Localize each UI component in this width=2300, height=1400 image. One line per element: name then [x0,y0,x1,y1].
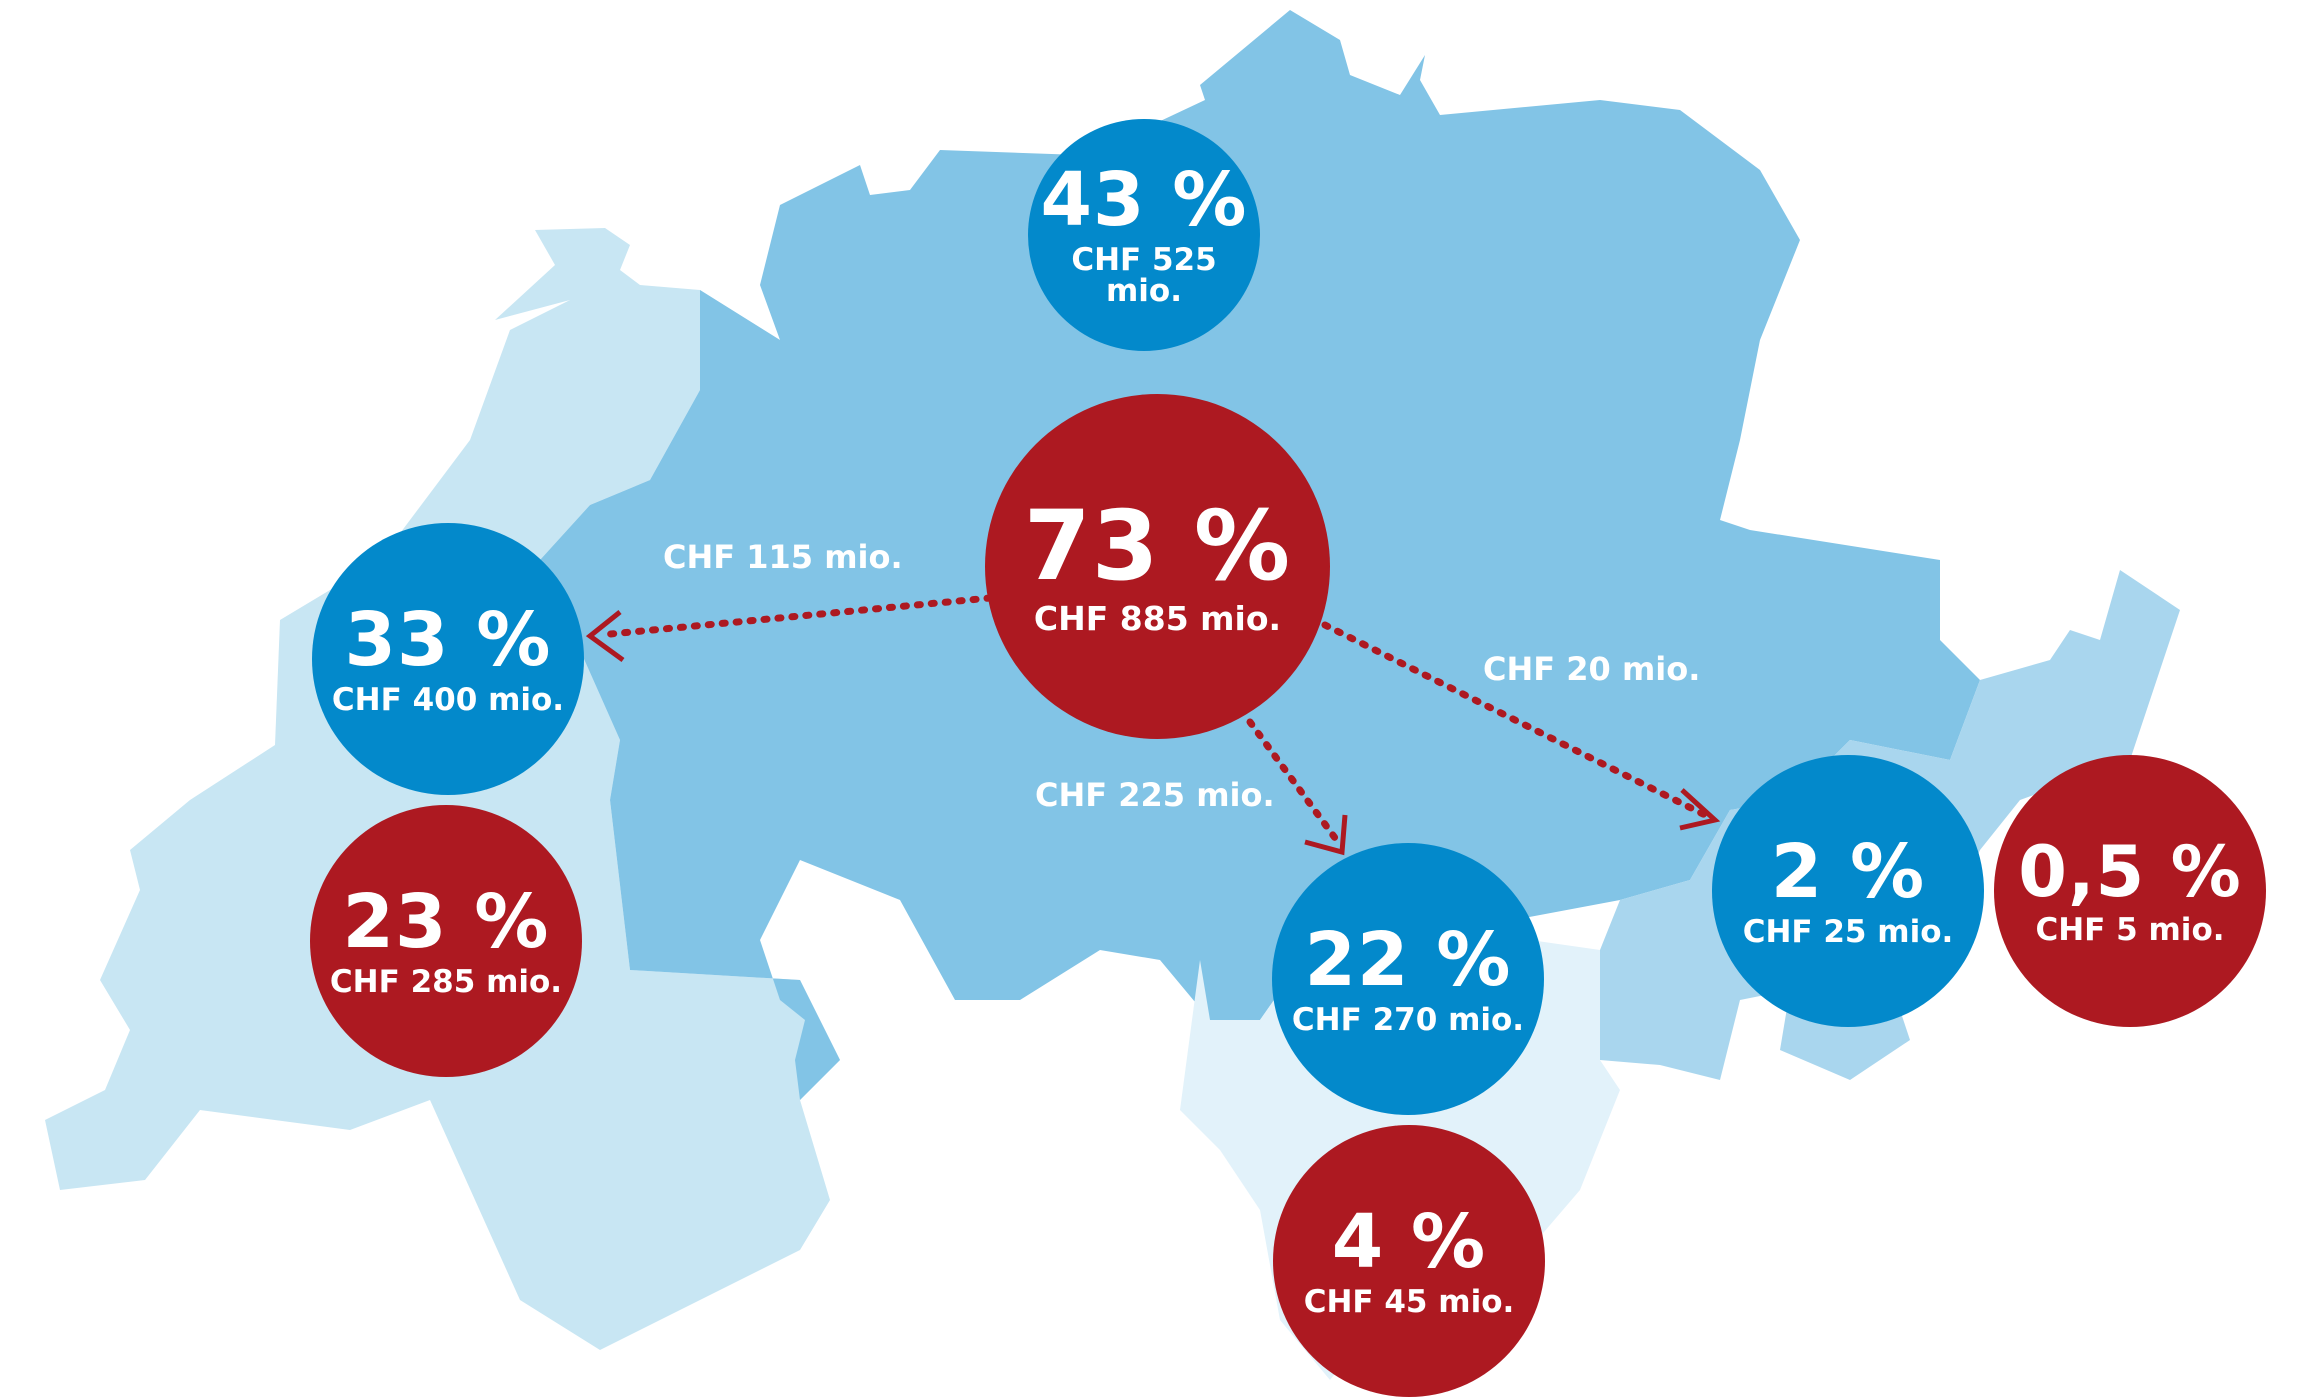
bubble-amount: CHF 270 mio. [1291,1001,1525,1038]
bubble-romansh-share: 2 % CHF 25 mio. [1712,755,1984,1027]
bubble-percent: 22 % [1304,916,1512,1003]
bubble-percent: 0,5 % [2018,830,2242,913]
bubble-amount: CHF 400 mio. [331,681,565,718]
flow-arrow-romansh [1321,621,1721,831]
bubble-percent: 33 % [344,596,552,683]
bubble-percent: 2 % [1770,828,1926,915]
bubble-amount: CHF 525 mio. [1071,242,1217,309]
bubble-amount: CHF 25 mio. [1742,913,1954,950]
flow-arrow-french [585,594,994,663]
bubble-italian-flow: 4 % CHF 45 mio. [1273,1125,1545,1397]
bubble-amount: CHF 45 mio. [1303,1283,1515,1320]
bubble-amount: CHF 885 mio. [1033,599,1282,638]
flow-label-italian: CHF 225 mio. [1035,776,1275,814]
bubble-amount: CHF 285 mio. [329,963,563,1000]
bubble-percent: 23 % [342,878,550,965]
bubble-french-share: 33 % CHF 400 mio. [312,523,584,795]
bubble-french-flow: 23 % CHF 285 mio. [310,805,582,1077]
bubble-amount: CHF 5 mio. [2035,911,2225,948]
flow-label-french: CHF 115 mio. [663,538,903,576]
bubble-italian-share: 22 % CHF 270 mio. [1272,843,1544,1115]
flow-label-romansh: CHF 20 mio. [1483,650,1701,688]
bubble-german-share: 43 % CHF 525 mio. [1028,119,1260,351]
flow-arrow-italian [1246,718,1348,856]
bubble-percent: 4 % [1331,1198,1487,1285]
bubble-romansh-flow: 0,5 % CHF 5 mio. [1994,755,2266,1027]
bubble-percent: 73 % [1023,490,1292,602]
bubble-german-flow: 73 % CHF 885 mio. [985,394,1330,739]
bubble-percent: 43 % [1040,157,1248,243]
